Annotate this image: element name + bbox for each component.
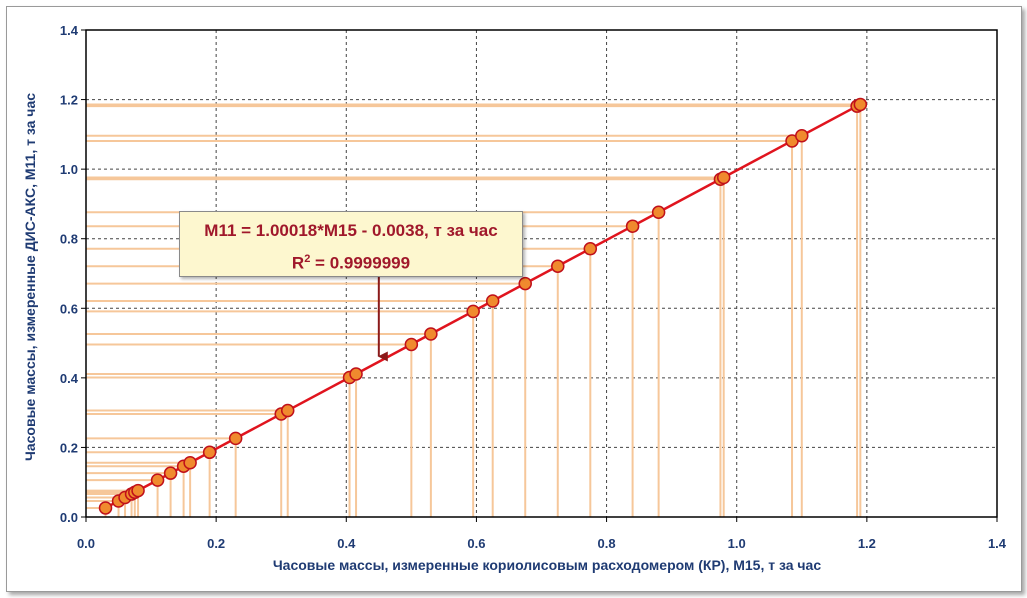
data-point	[853, 97, 868, 112]
x-tick-label: 0.0	[77, 536, 95, 551]
x-axis-title: Часовые массы, измеренные кориолисовым р…	[273, 557, 822, 573]
data-point	[424, 327, 438, 341]
y-tick-label: 0.6	[60, 301, 78, 316]
x-tick-label: 0.8	[598, 536, 616, 551]
data-point	[625, 219, 640, 233]
data-point	[651, 205, 666, 220]
y-tick-label: 1.0	[60, 162, 78, 177]
r-squared-label: R2 = 0.9999999	[180, 245, 522, 278]
data-point	[349, 367, 363, 381]
data-point	[150, 473, 165, 487]
y-tick-label: 1.2	[60, 93, 78, 108]
data-point	[551, 259, 565, 273]
data-point	[163, 466, 178, 480]
y-tick-label: 0.2	[60, 440, 78, 455]
data-point	[98, 501, 113, 515]
y-axis-title: Часовые массы, измеренные ДИС-АКС, М11, …	[22, 93, 38, 461]
data-point	[202, 445, 217, 460]
data-point	[280, 403, 295, 418]
x-tick-label: 0.2	[207, 536, 225, 551]
data-points	[98, 97, 868, 515]
chart-frame: 0.0 0.2 0.4 0.6 0.8 1.0 1.2 1.4 0.0 0.2 0.4 0.6 0.8 1…	[6, 6, 1022, 592]
data-point	[183, 455, 197, 470]
r-squared-prefix: R	[291, 253, 305, 273]
r-squared-value: = 0.9999999	[310, 253, 411, 273]
y-tick-label: 0.4	[60, 371, 79, 386]
regression-annotation: M11 = 1.00018*M15 - 0.0038, т за час R2 …	[179, 211, 523, 277]
data-point	[795, 128, 809, 143]
data-point	[583, 242, 598, 256]
data-point	[131, 483, 145, 498]
y-tick-label: 0.0	[60, 510, 78, 525]
data-point	[228, 431, 243, 446]
x-tick-label: 0.4	[337, 536, 356, 551]
x-tick-label: 0.6	[467, 536, 485, 551]
y-tick-label: 1.4	[60, 23, 79, 38]
data-point	[404, 337, 419, 352]
r-squared-superscript: 2	[304, 253, 311, 265]
data-point	[716, 170, 731, 185]
tick-labels: 0.0 0.2 0.4 0.6 0.8 1.0 1.2 1.4 0.0 0.2 0.4 0.6 0.8 1…	[60, 23, 1007, 551]
plot-area-border	[85, 29, 998, 518]
x-tick-label: 1.4	[988, 536, 1007, 551]
y-tick-label: 0.8	[60, 232, 78, 247]
data-point	[466, 304, 480, 319]
x-tick-label: 1.2	[858, 536, 876, 551]
regression-equation: M11 = 1.00018*M15 - 0.0038, т за час	[204, 221, 498, 240]
drop-lines	[86, 103, 862, 517]
x-tick-label: 1.0	[728, 536, 746, 551]
data-point	[518, 276, 532, 291]
axes	[81, 29, 998, 522]
data-point	[485, 294, 500, 308]
chart-canvas: 0.0 0.2 0.4 0.6 0.8 1.0 1.2 1.4 0.0 0.2 0.4 0.6 0.8 1…	[22, 23, 1007, 573]
